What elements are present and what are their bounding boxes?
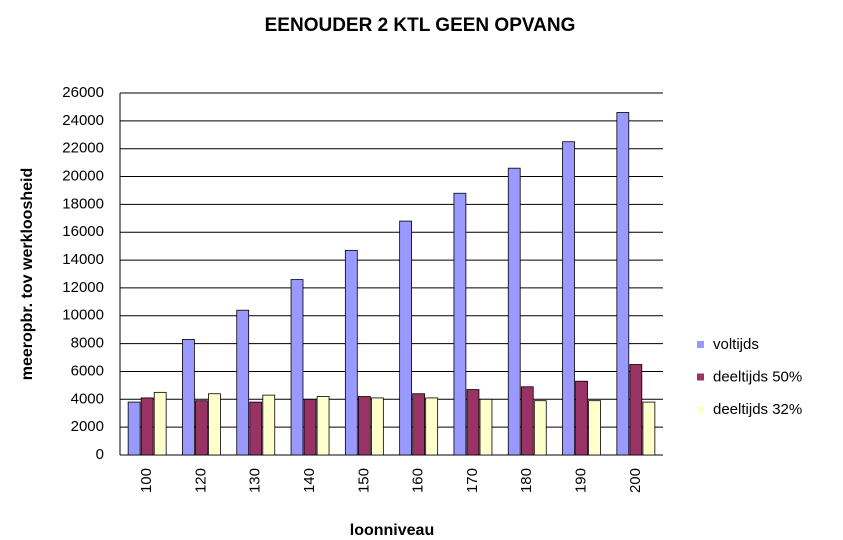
bar [140, 397, 154, 456]
y-tick-label: 0 [96, 446, 104, 463]
bar [588, 400, 601, 456]
x-tick-label: 140 [301, 468, 318, 493]
bar [533, 400, 547, 456]
x-tick-label: 100 [138, 468, 155, 493]
legend-label: voltijds [713, 336, 759, 353]
bar [344, 249, 358, 456]
legend-swatch [697, 341, 704, 348]
legend-swatch [697, 373, 704, 381]
y-tick-label: 12000 [62, 279, 104, 296]
bar [520, 386, 534, 456]
bar [453, 192, 467, 456]
bar [195, 400, 208, 456]
y-tick-label: 2000 [71, 418, 104, 435]
y-tick-label: 22000 [62, 140, 104, 157]
y-tick-label: 26000 [62, 84, 104, 101]
x-tick-label: 130 [247, 468, 264, 493]
bar [412, 393, 426, 456]
bar [371, 397, 384, 456]
y-tick-label: 16000 [62, 223, 104, 240]
bar [127, 401, 141, 456]
bar [466, 389, 480, 456]
bar [262, 394, 276, 456]
bar [153, 391, 167, 456]
bar [616, 112, 630, 456]
legend-label: deeltijds 32% [713, 401, 802, 418]
bar [425, 397, 439, 456]
bar [562, 141, 575, 456]
bar [303, 398, 317, 456]
x-tick-label: 160 [410, 468, 427, 493]
chart-title: EENOUDER 2 KTL GEEN OPVANG [265, 15, 576, 36]
y-tick-label: 24000 [62, 112, 104, 129]
x-tick-label: 150 [355, 468, 372, 493]
x-tick-label: 200 [627, 468, 644, 493]
x-tick-label: 170 [464, 468, 481, 493]
bar [642, 401, 656, 456]
x-axis-title: loonniveau [350, 522, 434, 539]
y-tick-label: 14000 [62, 251, 104, 268]
bar [629, 364, 643, 456]
y-tick-label: 18000 [62, 195, 104, 212]
y-tick-label: 4000 [71, 390, 104, 407]
y-axis-title: meeropbr. tov werkloosheid [19, 168, 36, 381]
bar [290, 279, 304, 456]
y-tick-label: 8000 [71, 335, 104, 352]
y-tick-label: 20000 [62, 168, 104, 185]
bar [479, 398, 493, 456]
x-tick-label: 190 [573, 468, 590, 493]
bar [249, 401, 263, 456]
bar [399, 220, 412, 456]
bar [507, 167, 521, 456]
legend-label: deeltijds 50% [713, 368, 802, 385]
x-tick-label: 180 [518, 468, 535, 493]
legend-swatch [697, 406, 704, 413]
y-tick-label: 10000 [62, 307, 104, 324]
bar [357, 396, 371, 456]
bar [208, 393, 221, 456]
bar [575, 380, 588, 456]
bar [236, 309, 250, 456]
x-tick-label: 120 [192, 468, 209, 493]
bar [316, 396, 330, 456]
y-tick-label: 6000 [71, 362, 104, 379]
bar [182, 339, 195, 456]
